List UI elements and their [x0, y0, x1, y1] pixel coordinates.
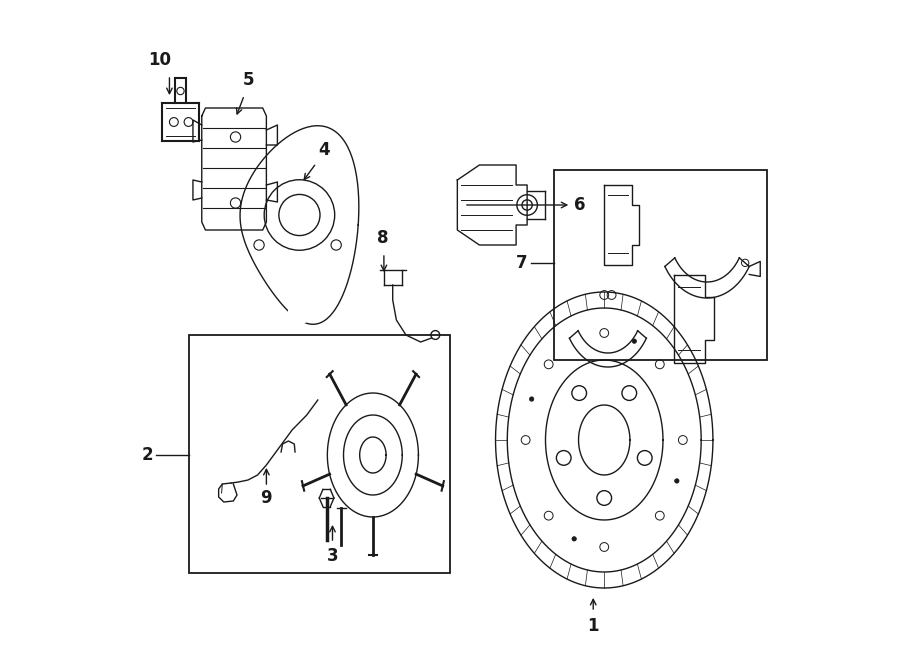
Text: 6: 6 [574, 196, 586, 214]
Bar [189, 335, 450, 573]
Circle shape [288, 302, 310, 324]
Text: 5: 5 [242, 71, 254, 89]
Text: 7: 7 [517, 254, 527, 272]
Text: 10: 10 [148, 51, 171, 69]
Text: 2: 2 [141, 446, 153, 464]
Text: 4: 4 [318, 141, 329, 159]
Circle shape [632, 339, 636, 343]
Circle shape [675, 479, 679, 483]
Circle shape [529, 397, 534, 401]
Bar [554, 170, 768, 360]
Text: 8: 8 [377, 229, 388, 247]
Circle shape [572, 537, 576, 541]
Text: 9: 9 [261, 489, 272, 507]
Text: 1: 1 [588, 617, 599, 635]
Text: 3: 3 [327, 547, 338, 565]
